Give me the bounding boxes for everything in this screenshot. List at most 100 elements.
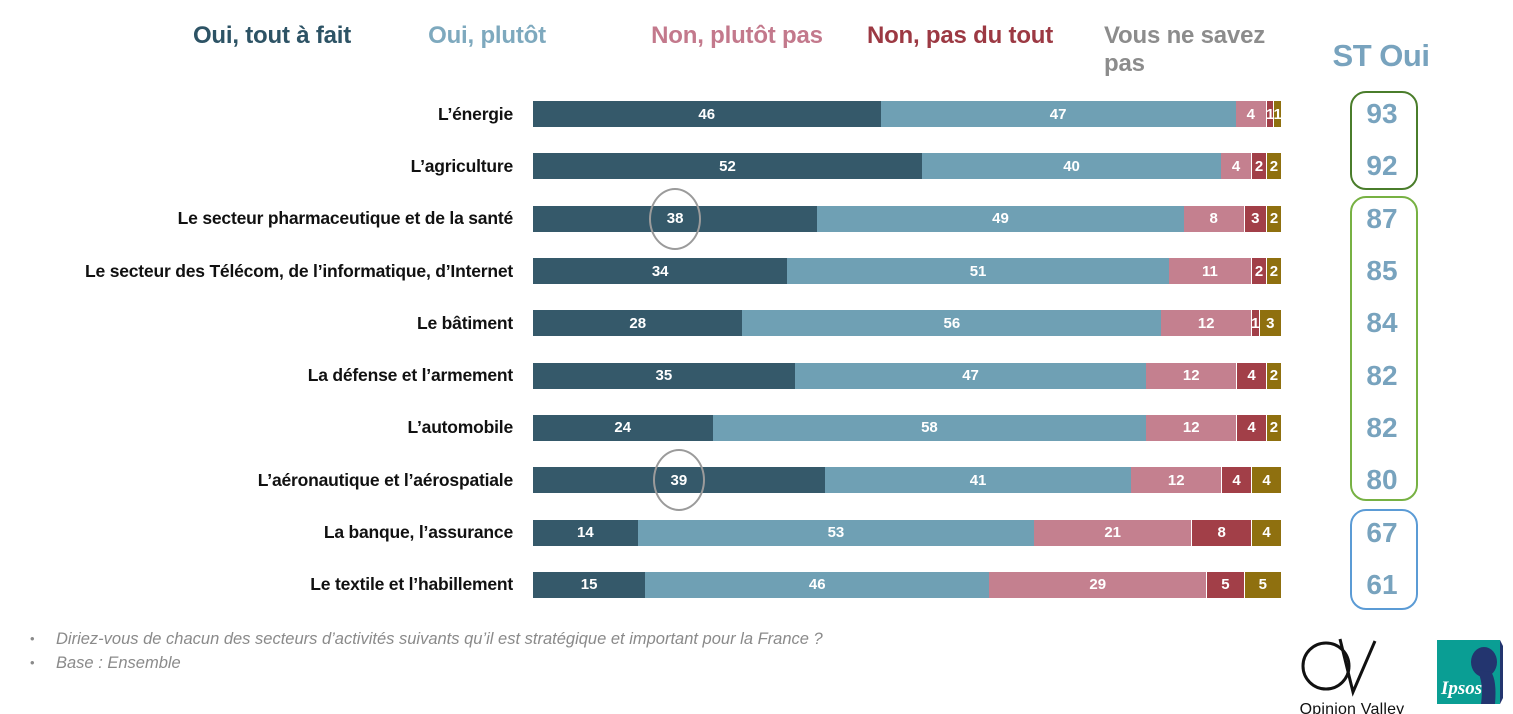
bar-segment: 56 [742, 310, 1162, 337]
bar-segment: 2 [1266, 362, 1281, 389]
stacked-bar: 24 58 12 4 2 [533, 414, 1281, 441]
segment-value: 2 [1269, 262, 1279, 280]
bar-segment: 11 [1168, 258, 1252, 285]
bar-segment: 4 [1221, 153, 1252, 180]
stacked-bar: 15 46 29 5 5 [533, 571, 1281, 598]
bar-segment: 35 [533, 362, 795, 389]
legend-vous-ne-savez-pas: Vous ne savez pas [1104, 22, 1266, 78]
chart-row: L’automobile 24 58 12 4 2 82 [0, 402, 1513, 454]
st-group-box [1350, 509, 1418, 610]
footnote-question: • Diriez-vous de chacun des secteurs d’a… [30, 628, 823, 652]
bar-segment: 2 [1266, 153, 1281, 180]
segment-value: 2 [1269, 210, 1279, 228]
segment-value: 2 [1254, 157, 1264, 175]
st-oui-value: 82 [1366, 359, 1398, 391]
chart-row: Le secteur des Télécom, de l’informatiqu… [0, 245, 1513, 297]
segment-value: 56 [943, 314, 961, 332]
bar-segment: 2 [1251, 153, 1266, 180]
segment-value: 2 [1269, 367, 1279, 385]
segment-value: 12 [1197, 314, 1215, 332]
row-label: Le secteur pharmaceutique et de la santé [177, 208, 514, 229]
bar-segment: 5 [1206, 571, 1244, 598]
segment-value: 8 [1209, 210, 1218, 228]
bar-segment: 3 [1258, 310, 1281, 337]
opinion-valley-wordmark: Opinion Valley [1299, 701, 1405, 714]
st-oui-header: ST Oui [1332, 38, 1430, 73]
row-label: Le bâtiment [416, 312, 513, 333]
chart-row: Le textile et l’habillement 15 46 29 5 5 61 [0, 559, 1513, 611]
st-oui-value: 85 [1366, 255, 1398, 287]
bar-segment: 52 [533, 153, 922, 180]
chart-row: Le bâtiment 28 56 12 1 3 84 [0, 297, 1513, 349]
bar-segment: 1 [1251, 310, 1259, 337]
segment-value: 1 [1273, 105, 1282, 123]
bar-segment: 12 [1131, 467, 1222, 494]
segment-value: 29 [1089, 576, 1107, 594]
st-oui-value: 61 [1366, 568, 1398, 600]
bar-segment: 2 [1266, 414, 1281, 441]
chart-rows: L’énergie 46 47 4 1 1 93 L’agriculture 52 40 4… [0, 88, 1513, 611]
st-oui-value: 87 [1366, 202, 1398, 234]
segment-value: 5 [1258, 576, 1267, 594]
legend-non-pas-du-tout: Non, pas du tout [866, 22, 1054, 49]
st-oui-value: 67 [1366, 516, 1398, 548]
segment-value: 46 [808, 576, 826, 594]
segment-value: 58 [921, 419, 938, 437]
segment-value: 21 [1104, 524, 1122, 542]
bar-segment: 8 [1191, 519, 1252, 546]
ipsos-logo-icon: Ipsos [1437, 640, 1503, 704]
segment-value: 14 [577, 524, 594, 542]
bar-segment: 12 [1161, 310, 1252, 337]
bar-segment: 5 [1243, 571, 1281, 598]
segment-value: 8 [1217, 524, 1226, 542]
segment-value: 47 [962, 367, 979, 385]
stacked-bar: 46 47 4 1 1 [533, 101, 1282, 128]
bar-segment: 46 [645, 571, 990, 598]
stacked-bar: 39 41 12 4 4 [533, 449, 1281, 512]
segment-value: 34 [651, 262, 669, 280]
segment-value: 46 [698, 105, 716, 123]
bar-segment: 12 [1146, 414, 1237, 441]
segment-value: 4 [1232, 471, 1241, 489]
bar-segment: 49 [817, 205, 1184, 232]
bar-segment: 58 [712, 414, 1147, 441]
chart-row: La défense et l’armement 35 47 12 4 2 82 [0, 349, 1513, 401]
bar-segment: 38 [533, 187, 818, 250]
stacked-bar: 28 56 12 1 3 [533, 310, 1281, 337]
segment-value: 11 [1201, 262, 1218, 280]
stacked-bar: 38 49 8 3 2 [533, 187, 1281, 250]
segment-value: 53 [827, 524, 845, 542]
segment-value: 1 [1265, 105, 1275, 123]
bar-segment: 12 [1146, 362, 1237, 389]
bar-segment: 4 [1236, 414, 1266, 441]
bar-segment: 47 [794, 362, 1147, 389]
bar-segment: 2 [1266, 258, 1281, 285]
segment-value: 24 [614, 419, 632, 437]
row-label: L’automobile [407, 417, 513, 438]
st-oui-value: 80 [1366, 464, 1398, 496]
segment-value: 5 [1221, 576, 1230, 594]
legend-oui-tout-a-fait: Oui, tout à fait [192, 22, 352, 49]
bar-segment: 34 [533, 258, 788, 285]
legend-non-plutot-pas: Non, plutôt pas [651, 22, 823, 49]
bar-segment: 8 [1183, 205, 1244, 232]
bar-segment: 1 [1265, 101, 1275, 128]
bar-segment: 1 [1273, 101, 1282, 128]
bar-segment: 29 [989, 571, 1207, 598]
footnotes: • Diriez-vous de chacun des secteurs d’a… [30, 628, 823, 676]
row-label: Le textile et l’habillement [310, 574, 513, 595]
segment-value: 12 [1167, 471, 1185, 489]
svg-text:Ipsos: Ipsos [1440, 678, 1482, 699]
legend-oui-plutot: Oui, plutôt [428, 22, 546, 49]
stacked-bar: 52 40 4 2 2 [533, 153, 1281, 180]
row-label: Le secteur des Télécom, de l’informatiqu… [85, 260, 513, 281]
bar-segment: 2 [1266, 205, 1281, 232]
bullet-icon: • [30, 631, 35, 646]
bar-segment: 4 [1221, 467, 1252, 494]
row-label: La défense et l’armement [307, 365, 513, 386]
bar-segment: 46 [533, 101, 881, 128]
segment-value: 52 [719, 157, 736, 175]
segment-value: 3 [1251, 210, 1260, 228]
chart-row: L’agriculture 52 40 4 2 2 92 [0, 140, 1513, 192]
